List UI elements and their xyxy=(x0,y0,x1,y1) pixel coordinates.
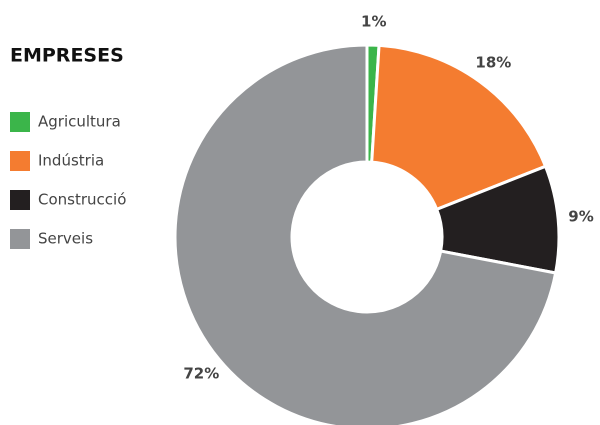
legend-swatch xyxy=(10,190,30,210)
legend-label: Construcció xyxy=(38,191,126,209)
chart-title: EMPRESES xyxy=(10,45,124,67)
legend-swatch xyxy=(10,112,30,132)
data-label: 18% xyxy=(475,54,511,72)
legend-swatch xyxy=(10,151,30,171)
donut-slice xyxy=(173,43,558,425)
legend-label: Agricultura xyxy=(38,113,121,131)
donut-slice xyxy=(370,43,548,212)
data-label: 72% xyxy=(183,365,219,383)
data-label: 9% xyxy=(568,207,593,225)
legend-swatch xyxy=(10,229,30,249)
data-label: 1% xyxy=(361,13,386,31)
legend-label: Indústria xyxy=(38,152,104,170)
legend-label: Serveis xyxy=(38,230,93,248)
